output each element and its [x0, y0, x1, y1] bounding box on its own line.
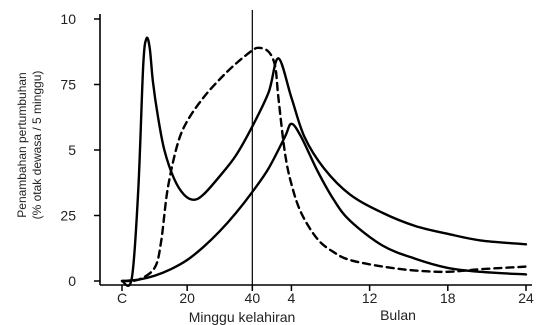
x-axis-title-months: Bulan — [380, 307, 416, 323]
x-ticks: C 20 40 4 12 18 24 — [117, 285, 534, 306]
x-tick-label: 24 — [518, 290, 534, 306]
y-ticks: 0 25 5 75 10 — [60, 11, 100, 289]
y-tick-label: 75 — [60, 77, 76, 93]
y-tick-label: 0 — [68, 273, 76, 289]
x-tick-label: 20 — [179, 290, 195, 306]
x-tick-label: 18 — [440, 290, 456, 306]
y-tick-label: 5 — [68, 142, 76, 158]
x-axis-title-weeks: Minggu kelahiran — [189, 309, 296, 325]
y-tick-label: 10 — [60, 11, 76, 27]
y-axis-title-line-1: Penambahan pertumbuhan — [15, 72, 29, 217]
x-tick-label: 12 — [362, 290, 378, 306]
y-tick-label: 25 — [60, 208, 76, 224]
series-line-2 — [120, 46, 528, 283]
x-tick-label: 40 — [245, 290, 261, 306]
x-tick-label: C — [117, 290, 127, 306]
series-group — [120, 36, 528, 288]
series-line-3 — [120, 122, 528, 283]
y-axis-title-line-2: (% otak dewasa / 5 minggu) — [30, 71, 44, 220]
x-tick-label: 4 — [288, 290, 296, 306]
y-axis-title: Penambahan pertumbuhan (% otak dewasa / … — [15, 71, 44, 220]
series-line-1 — [120, 36, 528, 288]
